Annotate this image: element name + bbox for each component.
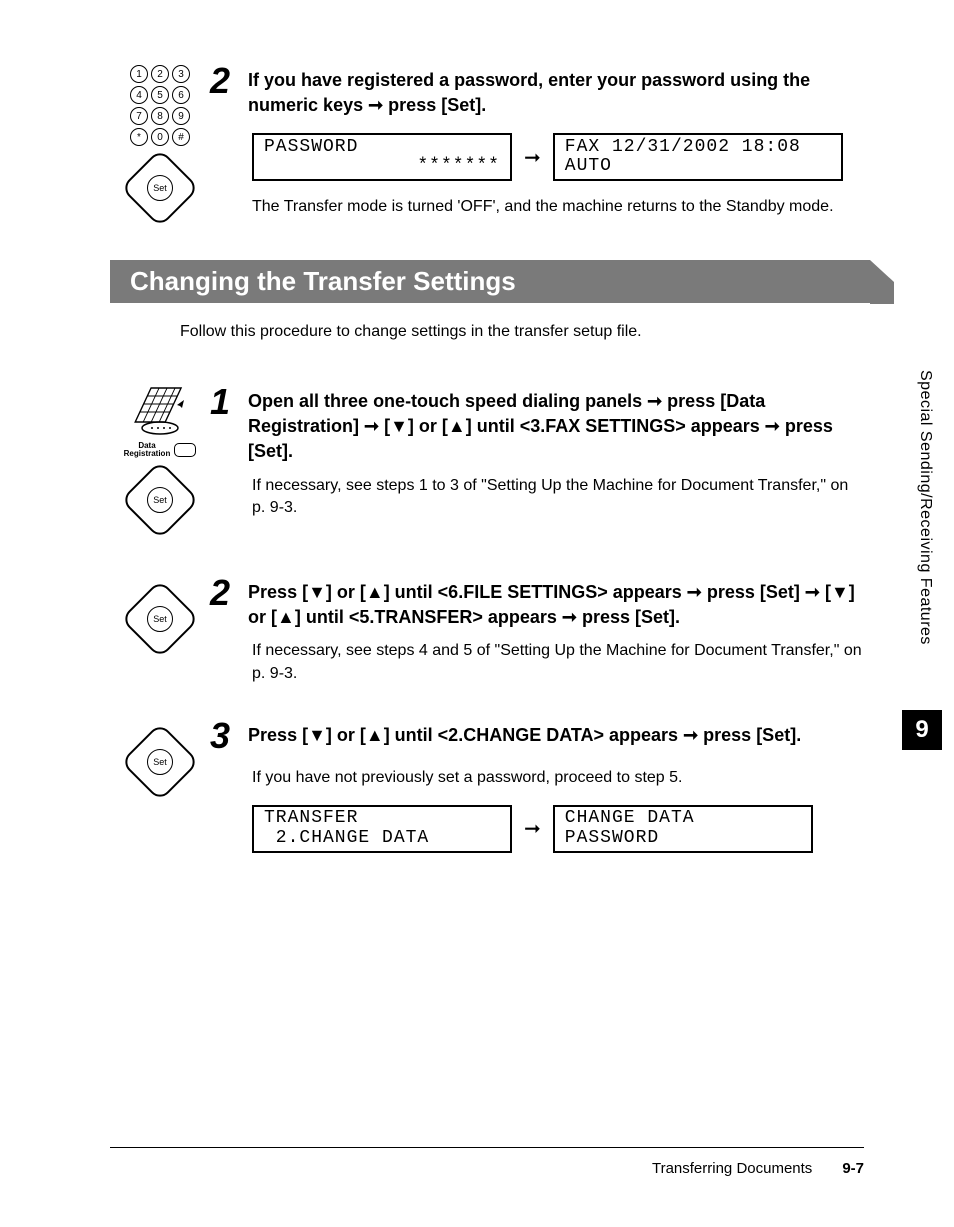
key-3: 3 (172, 65, 190, 83)
step-body: If necessary, see steps 1 to 3 of "Setti… (252, 475, 864, 520)
section-heading: Changing the Transfer Settings (110, 260, 870, 303)
key-6: 6 (172, 86, 190, 104)
chapter-number: 9 (902, 710, 942, 750)
key-5: 5 (151, 86, 169, 104)
data-reg-label: DataRegistration (124, 442, 171, 458)
lcd-displays: TRANSFER 2.CHANGE DATA ➞ CHANGE DATA PAS… (252, 805, 864, 853)
lcd-line: ******* (264, 157, 500, 177)
lcd-line: 2.CHANGE DATA (264, 829, 500, 849)
side-tab-label: Special Sending/Receiving Features (916, 370, 934, 645)
top-step-2: 1 2 3 4 5 6 7 8 9 * 0 # Set 2 If you hav… (110, 60, 864, 230)
set-button-label: Set (147, 487, 173, 513)
arrow-icon: ➞ (524, 816, 541, 841)
set-nav-icon: Set (120, 723, 199, 802)
lcd-change-data: CHANGE DATA PASSWORD (553, 805, 813, 853)
step-number: 2 (210, 572, 230, 614)
lcd-line: CHANGE DATA (565, 809, 801, 829)
lcd-transfer: TRANSFER 2.CHANGE DATA (252, 805, 512, 853)
step-title: Press [▼] or [▲] until <2.CHANGE DATA> a… (248, 715, 801, 748)
section-intro: Follow this procedure to change settings… (180, 323, 864, 341)
step-title: Open all three one-touch speed dialing p… (248, 381, 864, 465)
step-title: Press [▼] or [▲] until <6.FILE SETTINGS>… (248, 572, 864, 630)
key-4: 4 (130, 86, 148, 104)
lcd-line: FAX 12/31/2002 18:08 (565, 138, 831, 158)
lcd-line: TRANSFER (264, 809, 500, 829)
key-1: 1 (130, 65, 148, 83)
footer-title: Transferring Documents (652, 1160, 812, 1177)
step-body: If you have not previously set a passwor… (252, 767, 864, 789)
footer-page-number: 9-7 (842, 1160, 864, 1177)
step-number: 1 (210, 381, 230, 423)
keypad-and-nav-icon: 1 2 3 4 5 6 7 8 9 * 0 # Set (110, 60, 210, 230)
set-button-label: Set (147, 749, 173, 775)
lcd-line: PASSWORD (264, 138, 500, 158)
step3-icons: Set (110, 715, 210, 867)
page-footer: Transferring Documents 9-7 (110, 1147, 864, 1177)
set-button-label: Set (147, 606, 173, 632)
set-nav-icon: Set (120, 579, 199, 658)
step-number: 2 (210, 60, 230, 102)
lcd-line: PASSWORD (565, 829, 801, 849)
set-nav-icon: Set (120, 148, 199, 227)
key-hash: # (172, 128, 190, 146)
key-8: 8 (151, 107, 169, 125)
set-button-label: Set (147, 175, 173, 201)
data-registration-icon: DataRegistration (110, 442, 210, 458)
step-1: DataRegistration Set 1 Open all three on… (110, 381, 864, 542)
key-0: 0 (151, 128, 169, 146)
step1-icons: DataRegistration Set (110, 381, 210, 542)
step-body: If necessary, see steps 4 and 5 of "Sett… (252, 640, 864, 685)
step-2: Set 2 Press [▼] or [▲] until <6.FILE SET… (110, 572, 864, 685)
lcd-standby: FAX 12/31/2002 18:08 AUTO (553, 133, 843, 181)
step-number: 3 (210, 715, 230, 757)
step-3: Set 3 Press [▼] or [▲] until <2.CHANGE D… (110, 715, 864, 867)
keypad-icon: 1 2 3 4 5 6 7 8 9 * 0 # (125, 65, 195, 146)
lcd-line: AUTO (565, 157, 831, 177)
lcd-displays: PASSWORD ******* ➞ FAX 12/31/2002 18:08 … (252, 133, 864, 181)
key-7: 7 (130, 107, 148, 125)
panels-icon (125, 386, 195, 436)
step2-icons: Set (110, 572, 210, 685)
step-body: The Transfer mode is turned 'OFF', and t… (252, 196, 864, 218)
lcd-password: PASSWORD ******* (252, 133, 512, 181)
step-title: If you have registered a password, enter… (248, 60, 864, 118)
key-star: * (130, 128, 148, 146)
key-2: 2 (151, 65, 169, 83)
data-reg-button-icon (174, 443, 196, 457)
set-nav-icon: Set (120, 460, 199, 539)
key-9: 9 (172, 107, 190, 125)
arrow-icon: ➞ (524, 145, 541, 170)
